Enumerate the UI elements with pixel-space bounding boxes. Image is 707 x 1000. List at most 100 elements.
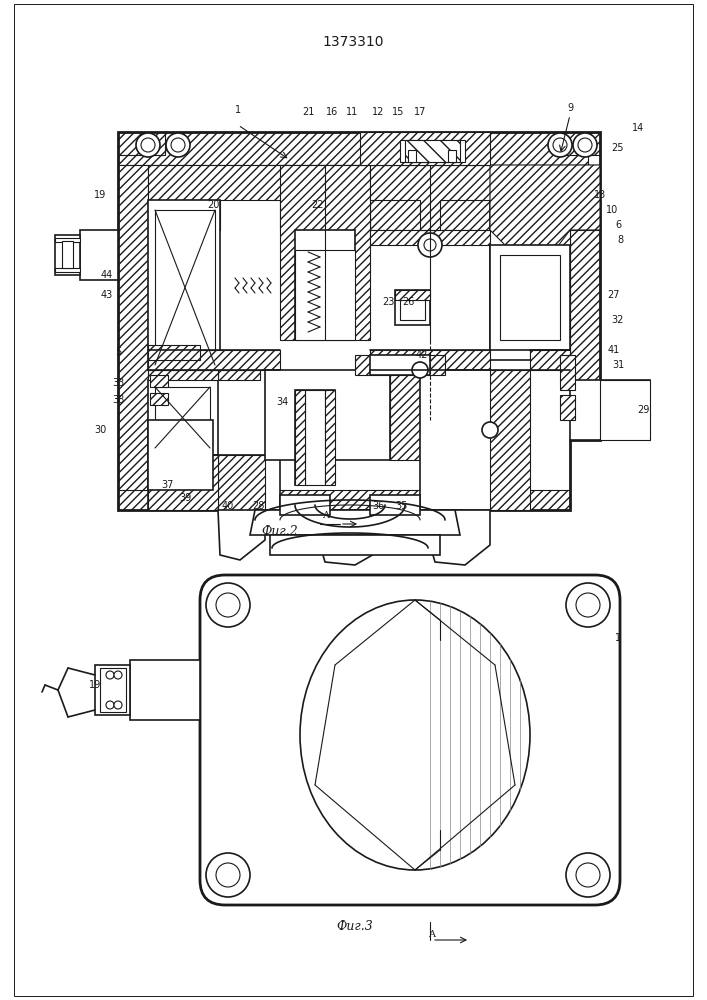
- Polygon shape: [490, 200, 570, 360]
- Polygon shape: [218, 455, 265, 510]
- Circle shape: [578, 138, 592, 152]
- Text: 42: 42: [416, 350, 428, 360]
- Circle shape: [576, 593, 600, 617]
- Polygon shape: [530, 350, 570, 370]
- Polygon shape: [355, 355, 445, 375]
- Polygon shape: [148, 380, 218, 455]
- Polygon shape: [370, 495, 420, 515]
- Polygon shape: [490, 370, 530, 510]
- Polygon shape: [55, 235, 80, 275]
- Text: 17: 17: [414, 107, 426, 117]
- Polygon shape: [570, 165, 600, 440]
- Polygon shape: [95, 665, 130, 715]
- Polygon shape: [295, 390, 305, 485]
- Text: 27: 27: [608, 290, 620, 300]
- Bar: [500, 255, 560, 340]
- Circle shape: [548, 133, 572, 157]
- Polygon shape: [270, 535, 440, 555]
- Text: 15: 15: [392, 107, 404, 117]
- Polygon shape: [148, 345, 200, 360]
- Text: 36: 36: [372, 501, 384, 511]
- Text: Фиг.2: Фиг.2: [262, 525, 298, 538]
- Circle shape: [418, 233, 442, 257]
- Text: 26: 26: [402, 297, 414, 307]
- Polygon shape: [148, 455, 280, 510]
- Polygon shape: [118, 490, 570, 510]
- Polygon shape: [310, 510, 390, 565]
- Text: 19: 19: [89, 680, 101, 690]
- Polygon shape: [420, 510, 490, 565]
- Text: 9: 9: [567, 103, 573, 113]
- Circle shape: [114, 701, 122, 709]
- Text: 5: 5: [115, 347, 121, 357]
- Polygon shape: [400, 140, 465, 162]
- Bar: [370, 355, 430, 375]
- Text: 1: 1: [235, 105, 241, 115]
- Bar: [148, 420, 213, 490]
- Circle shape: [482, 422, 498, 438]
- Bar: [448, 150, 456, 162]
- Polygon shape: [360, 132, 490, 165]
- Polygon shape: [420, 370, 530, 510]
- Text: 30: 30: [94, 425, 106, 435]
- Polygon shape: [80, 230, 118, 280]
- Polygon shape: [600, 380, 650, 440]
- Circle shape: [171, 138, 185, 152]
- Bar: [490, 245, 570, 350]
- Polygon shape: [218, 370, 260, 380]
- Text: 40: 40: [222, 501, 234, 511]
- Text: 10: 10: [606, 205, 618, 215]
- Circle shape: [424, 239, 436, 251]
- Polygon shape: [148, 370, 218, 380]
- Text: 22: 22: [312, 200, 325, 210]
- Polygon shape: [370, 350, 490, 370]
- Polygon shape: [62, 241, 73, 268]
- Polygon shape: [250, 510, 460, 535]
- Bar: [560, 355, 575, 390]
- Polygon shape: [390, 370, 420, 460]
- Polygon shape: [155, 387, 210, 448]
- FancyBboxPatch shape: [200, 575, 620, 905]
- Text: A: A: [322, 511, 329, 520]
- Circle shape: [553, 138, 567, 152]
- Polygon shape: [148, 165, 370, 230]
- Circle shape: [206, 583, 250, 627]
- Text: 19: 19: [94, 190, 106, 200]
- Bar: [305, 390, 325, 485]
- Polygon shape: [155, 210, 215, 365]
- Text: 43: 43: [101, 290, 113, 300]
- Circle shape: [412, 362, 428, 378]
- Polygon shape: [280, 495, 330, 515]
- Polygon shape: [490, 165, 600, 250]
- Circle shape: [114, 671, 122, 679]
- Polygon shape: [295, 250, 355, 340]
- Polygon shape: [325, 390, 335, 485]
- Bar: [400, 295, 425, 320]
- Circle shape: [141, 138, 155, 152]
- Polygon shape: [148, 350, 280, 370]
- Text: 32: 32: [612, 315, 624, 325]
- Circle shape: [106, 701, 114, 709]
- Text: 23: 23: [382, 297, 395, 307]
- Text: 29: 29: [637, 405, 649, 415]
- Polygon shape: [118, 132, 165, 155]
- Circle shape: [216, 863, 240, 887]
- Text: 14: 14: [632, 123, 644, 133]
- Polygon shape: [395, 290, 430, 300]
- Bar: [150, 393, 168, 405]
- Text: 34: 34: [276, 397, 288, 407]
- Text: 13: 13: [594, 190, 606, 200]
- Text: 38: 38: [112, 395, 124, 405]
- Polygon shape: [370, 230, 490, 245]
- Circle shape: [566, 853, 610, 897]
- Text: 33: 33: [112, 378, 124, 388]
- Text: 12: 12: [372, 107, 384, 117]
- Text: 6: 6: [615, 220, 621, 230]
- Text: 21: 21: [302, 107, 314, 117]
- Ellipse shape: [300, 600, 530, 870]
- Text: 37: 37: [162, 480, 174, 490]
- Polygon shape: [530, 200, 570, 360]
- Polygon shape: [295, 230, 355, 340]
- Polygon shape: [570, 380, 650, 440]
- Circle shape: [566, 583, 610, 627]
